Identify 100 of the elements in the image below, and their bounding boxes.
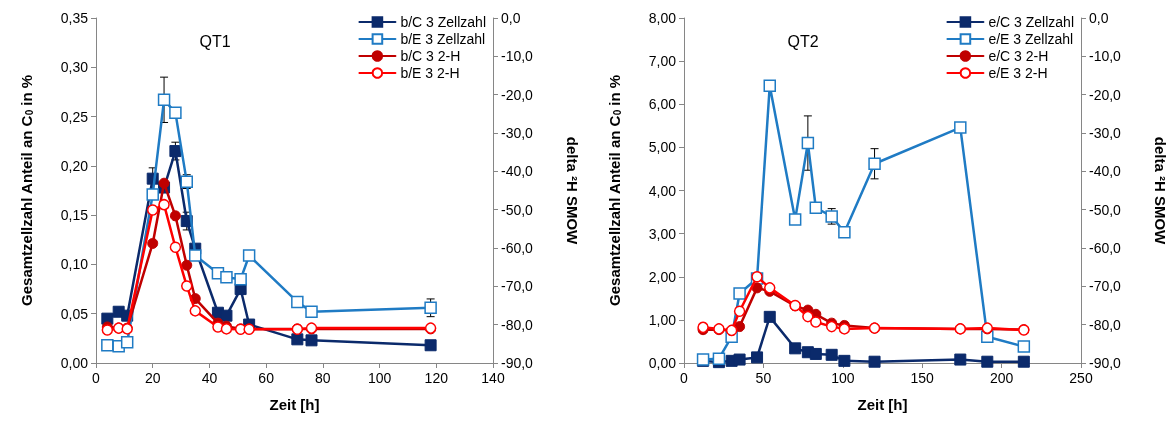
point [763,79,776,92]
point [146,204,159,216]
y2-axis-title: delta ²H SMOW [564,136,581,246]
y2-tick-label: -70,0 [1089,278,1122,295]
y-tick-label: 0,05 [60,305,89,322]
point [868,355,881,368]
y2-tick-label: -80,0 [501,316,534,333]
y2-tick-label: -20,0 [1089,86,1122,103]
y2-tick-label: -90,0 [1089,355,1122,371]
point [305,305,318,318]
point [838,354,851,367]
y2-tick-label: 0,0 [501,10,521,26]
point [189,249,202,262]
point [181,280,193,292]
y-tick-label: 0,00 [60,355,89,371]
x-tick-label: 150 [910,370,935,386]
point [220,309,233,322]
point [1017,355,1030,368]
x-axis-title: Zeit [h] [857,396,908,413]
point [751,351,764,364]
y2-tick-label: -90,0 [501,355,534,371]
y-tick-label: 2,00 [648,268,677,285]
point [801,136,815,150]
x-tick-label: 20 [144,370,161,386]
legend-label: b/E 3 2-H [400,65,460,81]
point [220,270,233,284]
point [838,323,851,335]
y2-tick-label: -50,0 [1089,201,1122,218]
point [809,201,823,214]
point [189,305,201,317]
legend-label: b/E 3 Zellzahl [400,31,486,47]
legend-label: e/C 3 Zellzahl [988,14,1074,30]
point [733,305,746,317]
legend-label: b/C 3 2-H [400,48,461,64]
y2-tick-label: -10,0 [1089,48,1122,65]
y2-tick-label: -30,0 [1089,125,1122,141]
point [733,353,746,366]
point [242,249,256,262]
point [733,287,746,300]
x-tick-label: 120 [424,370,449,386]
x-tick-label: 0 [92,370,101,386]
y-tick-label: 1,00 [648,311,677,328]
point [1017,340,1031,353]
point [158,198,170,211]
text: QT1 [199,32,231,50]
point [825,320,838,333]
point [868,157,881,171]
point [158,177,170,189]
y2-tick-label: -40,0 [1089,163,1122,180]
point [147,237,159,249]
point [291,295,304,309]
y-tick-label: 0,20 [60,157,89,174]
point [120,336,134,349]
x-tick-label: 250 [1069,370,1093,386]
y-tick-label: 0,35 [60,10,89,26]
point [234,272,247,286]
x-tick-label: 100 [367,370,392,386]
point [234,283,247,296]
x-tick-label: 0 [680,370,689,386]
point [810,316,822,328]
point [424,339,437,352]
x-axis-title: Zeit [h] [269,396,320,413]
point [291,333,304,346]
y2-tick-label: 0,0 [1089,10,1109,26]
point [157,93,171,107]
x-tick-label: 40 [201,370,218,386]
y-tick-label: 3,00 [648,225,677,242]
point [712,352,726,365]
legend-label: e/E 3 Zellzahl [988,31,1074,47]
y2-axis-title: delta ²H SMOW [1152,136,1169,246]
y-tick-label: 0,30 [60,59,89,76]
y2-tick-label: -60,0 [1089,240,1122,256]
point [146,188,159,201]
y2-tick-label: -70,0 [501,278,534,295]
point [809,347,822,360]
y-tick-label: 0,10 [60,256,89,273]
point [788,213,802,226]
y2-tick-label: -20,0 [501,86,534,103]
point [181,259,193,271]
point [169,241,182,253]
y2-tick-label: -40,0 [501,163,534,180]
point [751,282,763,294]
y2-tick-label: -60,0 [501,240,534,256]
point [802,310,814,323]
x-tick-label: 50 [755,370,772,386]
y-tick-label: 8,00 [648,10,677,26]
text: QT2 [787,32,819,50]
point [763,310,776,323]
point [825,348,838,361]
legend-label: b/C 3 Zellzahl [400,14,486,30]
y-axis-title: Gesamtzellzahl Anteil an C0 in % [17,74,35,306]
y2-tick-label: -30,0 [501,125,534,141]
y2-tick-label: -50,0 [501,201,534,218]
y-tick-label: 6,00 [648,96,677,113]
point [305,334,318,347]
y-tick-label: 5,00 [648,139,677,156]
point [169,106,182,119]
point [954,121,967,134]
x-tick-label: 140 [481,370,505,386]
point [789,342,802,355]
